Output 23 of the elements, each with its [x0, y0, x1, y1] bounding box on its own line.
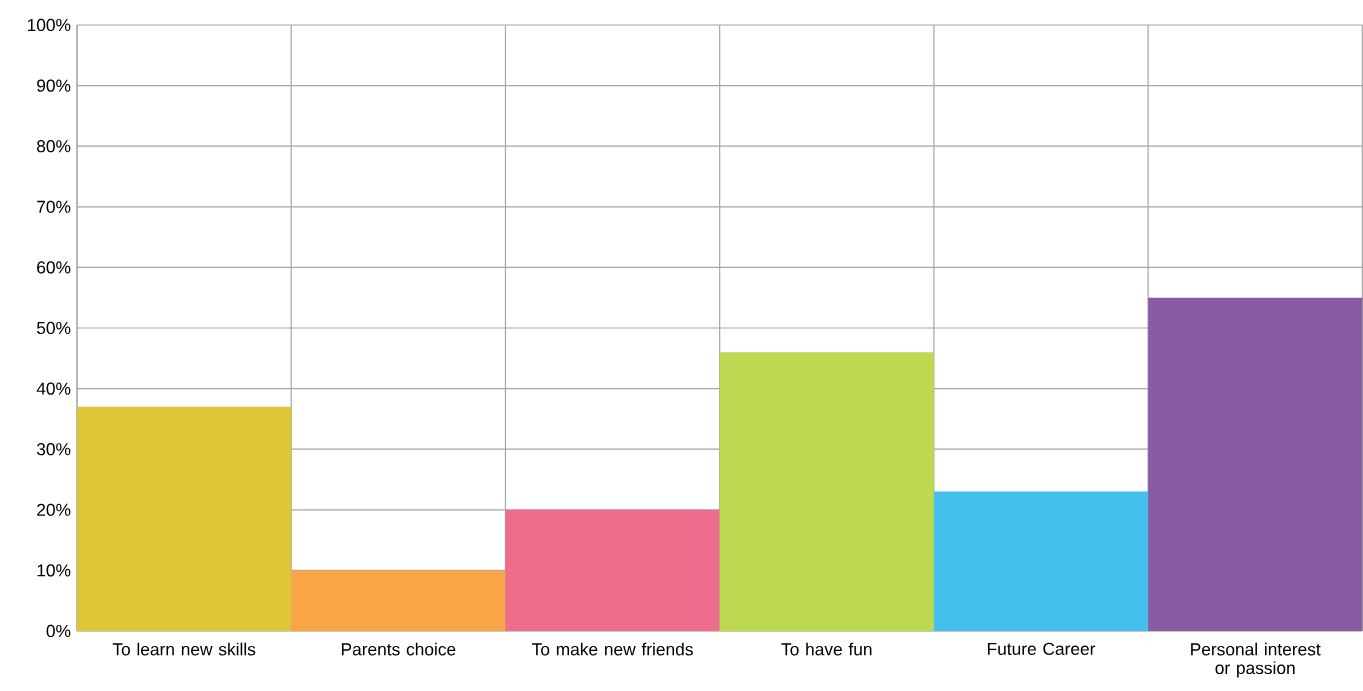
x-tick-label: Personal interest or passion: [1191, 642, 1321, 678]
bar: [77, 406, 292, 631]
bar: [1148, 297, 1363, 631]
x-tick-label: To make new friends: [532, 642, 693, 656]
y-tick-label: 80%: [37, 140, 71, 153]
y-tick-label: 50%: [36, 321, 71, 335]
x-tick-label: Future Career: [988, 642, 1096, 655]
y-tick-label: 70%: [37, 200, 71, 213]
bar: [505, 509, 720, 631]
y-tick-label: 40%: [36, 382, 71, 395]
x-tick-label: Parents choice: [341, 642, 456, 656]
bar: [719, 352, 934, 631]
y-tick-label: 60%: [37, 261, 71, 274]
y-tick-label: 0%: [46, 624, 71, 638]
y-tick-label: 30%: [36, 443, 71, 456]
bar: [933, 491, 1149, 631]
x-tick-label: To have fun: [781, 642, 872, 656]
bar: [291, 570, 506, 631]
y-tick-label: 20%: [37, 503, 71, 516]
x-tick-label: To learn new skills: [112, 642, 256, 656]
y-tick-label: 10%: [37, 564, 71, 577]
y-tick-label: 100%: [27, 18, 71, 32]
y-tick-label: 90%: [37, 79, 71, 92]
